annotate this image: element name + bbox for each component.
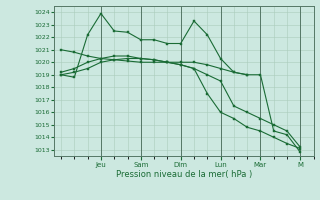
- X-axis label: Pression niveau de la mer( hPa ): Pression niveau de la mer( hPa ): [116, 170, 252, 179]
